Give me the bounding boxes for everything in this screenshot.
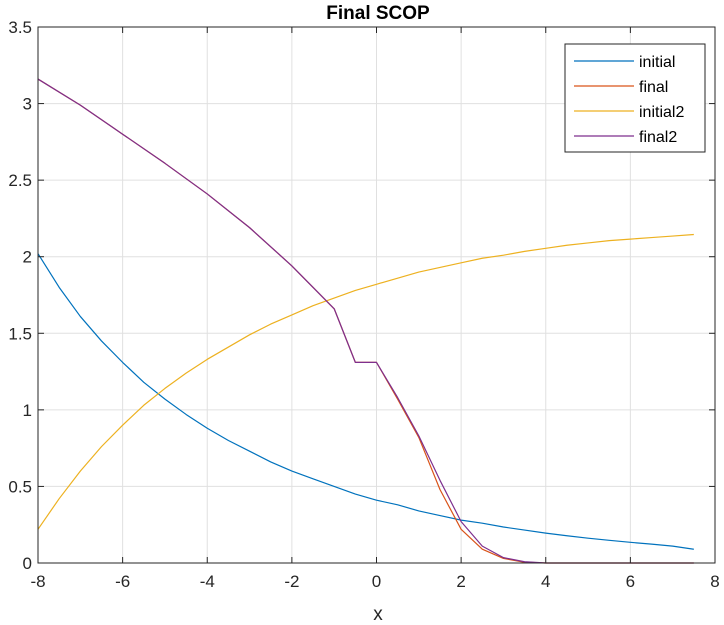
y-tick-label: 3.5 bbox=[8, 18, 32, 37]
x-tick-label: -6 bbox=[115, 572, 130, 591]
axis-ticks: -8 -6 -4 -2 0 2 4 6 8 0 0.5 1 1.5 2 2.5 3 3.5 bbox=[8, 18, 719, 591]
x-tick-label: 6 bbox=[626, 572, 635, 591]
chart-title: Final SCOP bbox=[326, 3, 430, 24]
y-tick-label: 0 bbox=[23, 554, 32, 573]
x-tick-label: -2 bbox=[284, 572, 299, 591]
y-tick-label: 1.5 bbox=[8, 324, 32, 343]
legend-label-initial: initial bbox=[639, 54, 675, 71]
x-tick-label: 0 bbox=[372, 572, 381, 591]
x-tick-label: -8 bbox=[30, 572, 45, 591]
y-tick-label: 1 bbox=[23, 401, 32, 420]
series-line-initial bbox=[37, 253, 694, 550]
x-tick-label: 4 bbox=[541, 572, 550, 591]
x-axis-label: x bbox=[373, 604, 383, 625]
y-tick-label: 0.5 bbox=[8, 477, 32, 496]
legend-label-final2: final2 bbox=[639, 129, 677, 146]
y-tick-label: 2.5 bbox=[8, 171, 32, 190]
y-tick-label: 3 bbox=[23, 95, 32, 114]
legend: initial final initial2 final2 bbox=[564, 43, 706, 153]
legend-label-initial2: initial2 bbox=[639, 104, 684, 121]
legend-label-final: final bbox=[639, 79, 668, 96]
series-line-initial2 bbox=[37, 233, 694, 530]
x-tick-label: -4 bbox=[200, 572, 215, 591]
y-tick-label: 2 bbox=[23, 248, 32, 267]
x-tick-label: 8 bbox=[710, 572, 719, 591]
x-tick-label: 2 bbox=[456, 572, 465, 591]
legend-box bbox=[564, 43, 706, 153]
